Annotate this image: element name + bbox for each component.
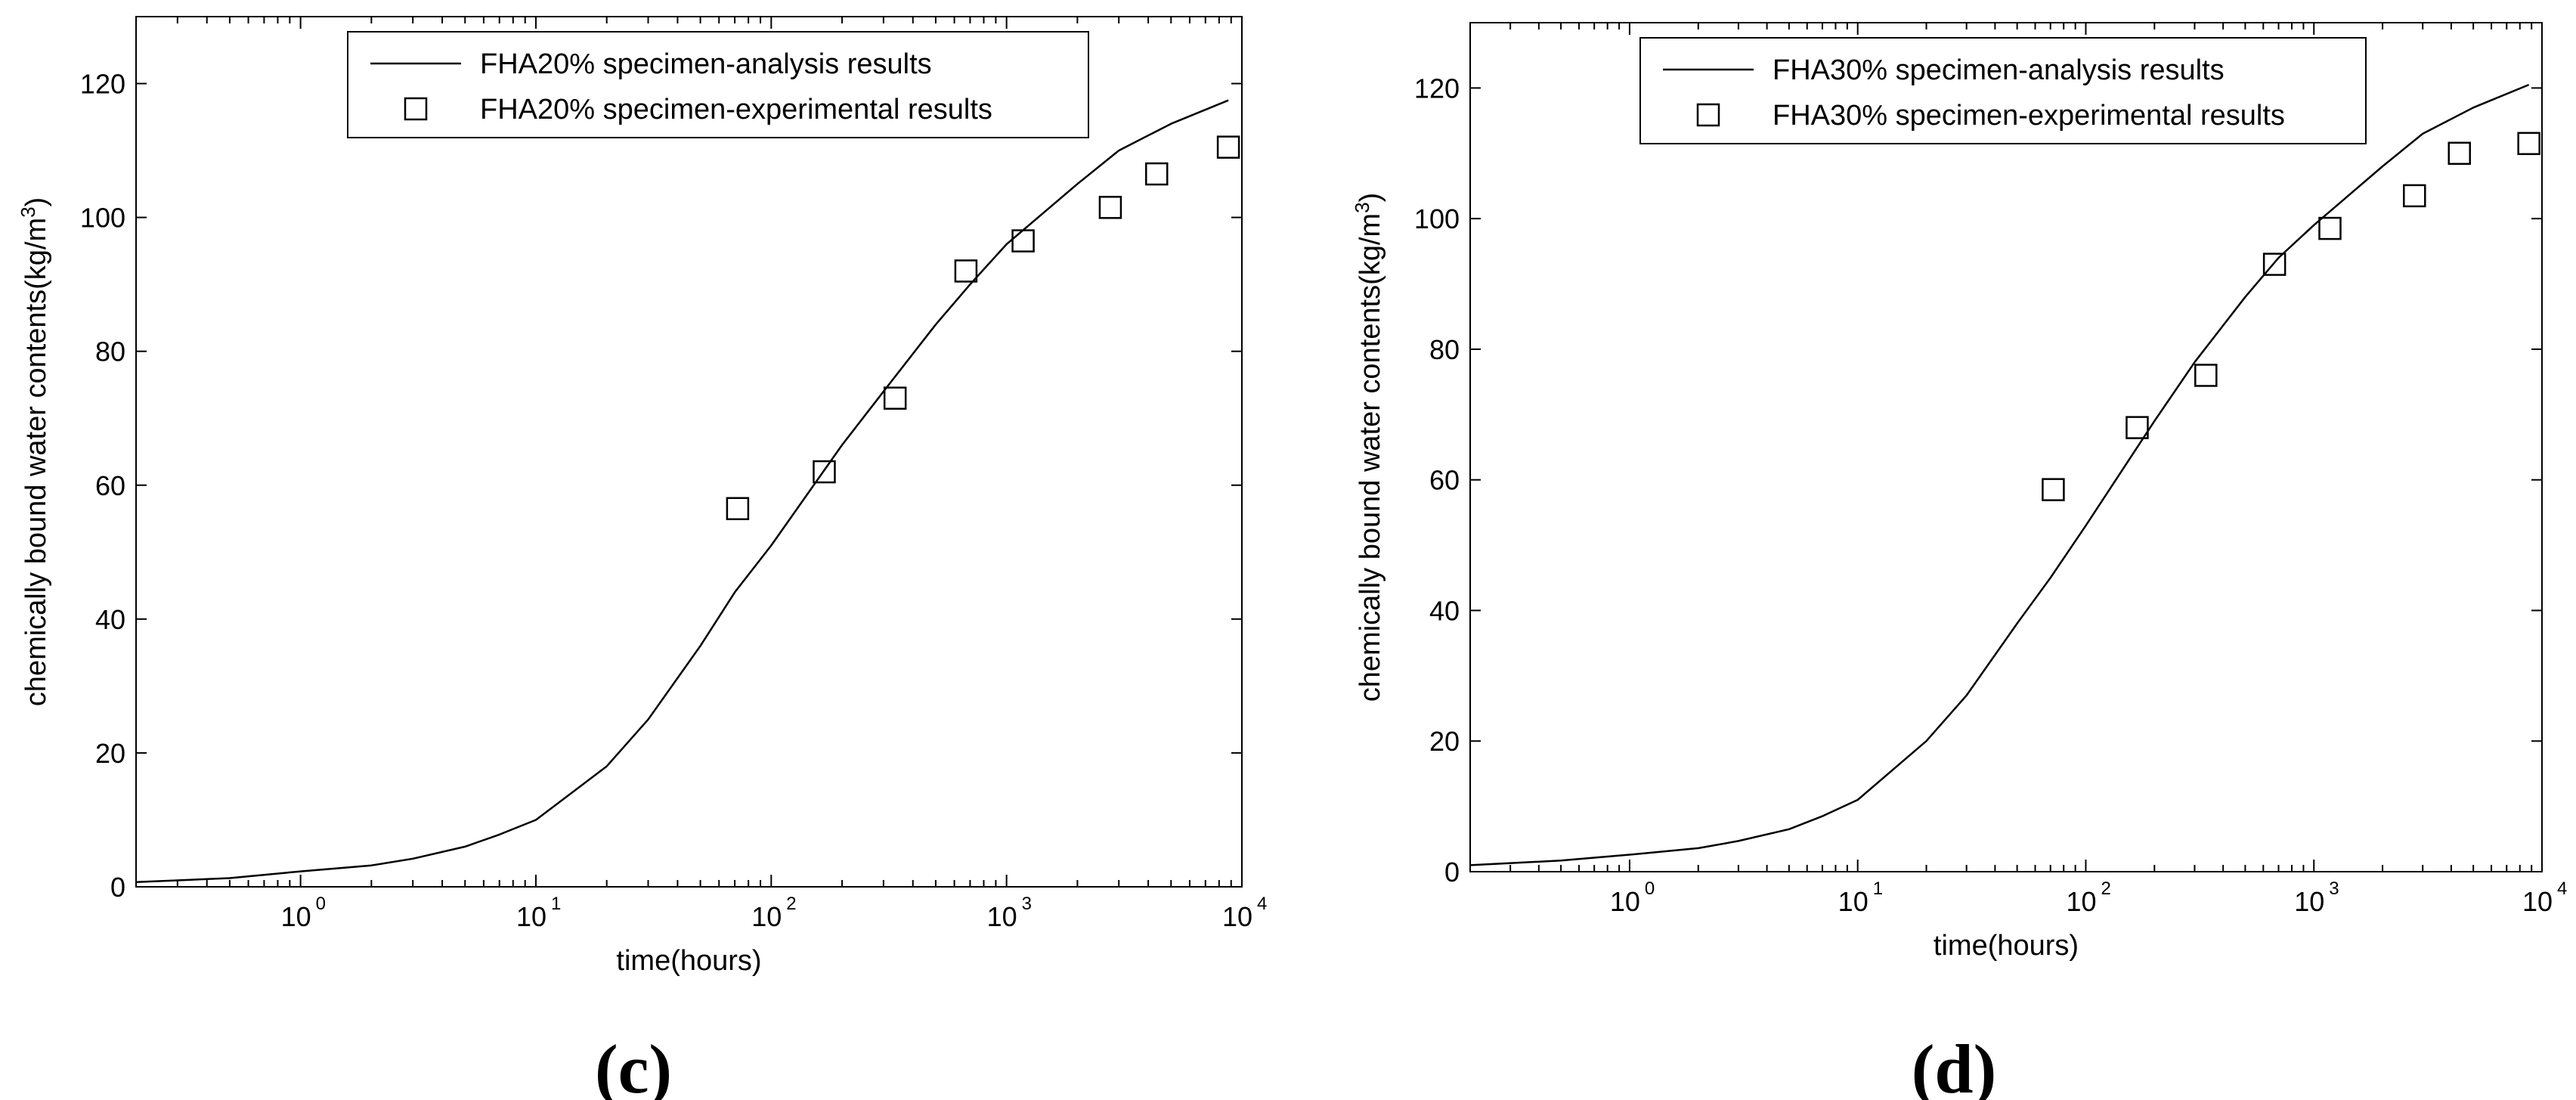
y-tick-label: 0 [1444,857,1460,888]
series-line-analysis [1469,83,2530,866]
panel-label: (d) [1912,1030,1996,1100]
data-point-experimental [1145,162,1169,186]
data-point-experimental [954,259,978,283]
y-tick-label: 80 [1429,334,1460,365]
data-point-experimental [1216,135,1240,159]
data-point-experimental [2448,141,2471,166]
x-axis-label: time(hours) [1934,930,2079,962]
x-tick-exponent: 1 [551,894,561,914]
x-tick-label: 10 [2522,886,2553,917]
y-tick-label: 100 [80,203,125,234]
x-tick-label: 10 [987,901,1017,932]
x-tick-label: 10 [1610,886,1640,917]
data-point-experimental [2517,132,2540,156]
x-tick-exponent: 0 [316,894,326,914]
x-tick-exponent: 3 [2329,878,2339,899]
legend-square-symbol [404,97,428,121]
data-point-experimental [1098,196,1122,219]
data-point-experimental [2126,416,2149,439]
data-point-experimental [2403,184,2426,208]
x-tick-exponent: 2 [2101,878,2110,899]
legend-box [347,31,1089,138]
y-tick-label: 40 [95,604,125,635]
legend-square-symbol [1696,103,1720,127]
data-point-experimental [2194,364,2218,387]
x-axis-label: time(hours) [616,945,761,977]
x-tick-label: 10 [1838,886,1869,917]
y-tick-label: 80 [95,336,125,367]
y-axis-label: chemically bound water contents(kg/m3) [1351,193,1386,702]
x-tick-exponent: 3 [1022,894,1032,914]
y-tick-label: 20 [1429,726,1460,757]
x-tick-exponent: 1 [1873,878,1883,899]
y-tick-label: 120 [80,69,125,100]
data-point-experimental [813,460,836,484]
y-tick-label: 0 [110,872,125,903]
data-point-experimental [2262,253,2287,276]
x-tick-exponent: 0 [1645,878,1655,899]
data-point-experimental [1011,229,1035,253]
plot-frame [1469,22,2543,872]
legend-box [1639,37,2367,144]
data-point-experimental [726,497,750,521]
x-tick-label: 10 [281,901,311,932]
y-tick-label: 40 [1429,595,1460,626]
x-tick-label: 10 [2294,886,2324,917]
panel-label: (c) [595,1030,672,1100]
x-tick-label: 10 [751,901,782,932]
plot-frame [135,16,1243,888]
y-tick-label: 120 [1414,73,1460,104]
x-tick-exponent: 4 [1257,894,1267,914]
x-tick-label: 10 [1222,901,1252,932]
legend-entry-label: FHA20% specimen-analysis results [480,48,932,80]
legend: FHA20% specimen-analysis results FHA20% s… [347,31,1089,138]
data-point-experimental [2318,216,2342,240]
data-point-experimental [883,386,907,410]
x-tick-label: 10 [516,901,546,932]
series-line-analysis [135,99,1229,884]
y-tick-label: 100 [1414,203,1460,234]
y-tick-label: 20 [95,738,125,769]
data-point-experimental [2042,478,2065,501]
x-tick-exponent: 2 [786,894,796,914]
y-tick-label: 60 [95,470,125,501]
x-tick-exponent: 4 [2557,878,2567,899]
legend-entry-label: FHA30% specimen-experimental results [1773,100,2285,132]
y-tick-label: 60 [1429,465,1460,496]
x-tick-label: 10 [2066,886,2096,917]
legend: FHA30% specimen-analysis results FHA30% s… [1639,37,2367,144]
legend-entry-label: FHA20% specimen-experimental results [480,94,992,125]
legend-entry-label: FHA30% specimen-analysis results [1773,54,2225,86]
y-axis-label: chemically bound water contents(kg/m3) [17,197,52,706]
